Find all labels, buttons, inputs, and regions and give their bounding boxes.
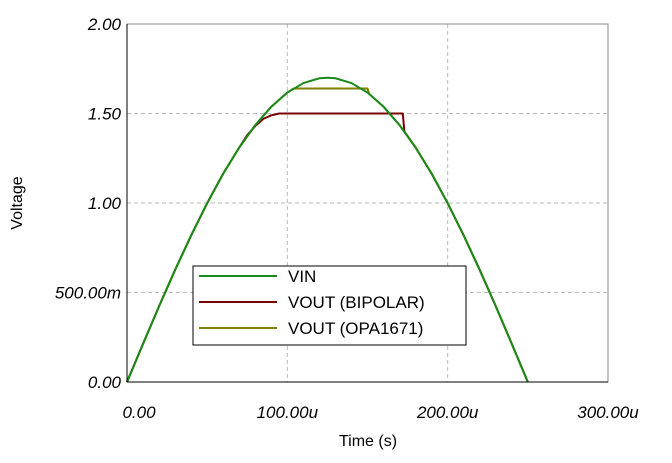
x-tick-label: 200.00u — [416, 403, 479, 422]
legend-box — [192, 265, 467, 346]
x-axis-label: Time (s) — [339, 433, 397, 450]
y-tick-label: 1.50 — [88, 105, 122, 124]
x-tick-label: 300.00u — [577, 403, 639, 422]
legend-label: VOUT (OPA1671) — [288, 319, 423, 338]
legend-label: VOUT (BIPOLAR) — [288, 293, 425, 312]
y-tick-label: 0.00 — [88, 373, 122, 392]
y-tick-label: 500.00m — [55, 284, 121, 303]
y-axis-label: Voltage — [9, 176, 26, 229]
y-tick-label: 2.00 — [87, 15, 122, 34]
x-tick-label: 100.00u — [257, 403, 319, 422]
legend: VIN VOUT (BIPOLAR) VOUT (OPA1671) — [192, 265, 467, 346]
y-tick-label: 1.00 — [88, 194, 122, 213]
x-tick-label: 0.00 — [122, 403, 156, 422]
series-line-vin — [126, 76, 529, 383]
tick-labels: 0.00 100.00u 200.00u 300.00u 0.00 500.00m 1.00… — [55, 15, 639, 422]
series-group — [126, 76, 529, 383]
legend-label: VIN — [288, 267, 316, 286]
